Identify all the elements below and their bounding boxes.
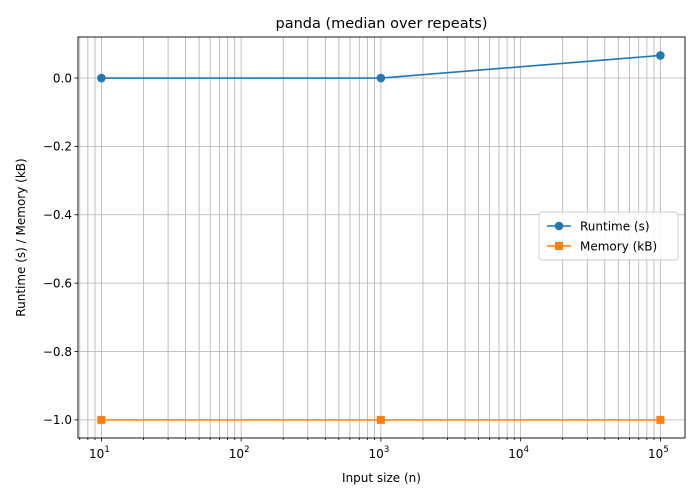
- y-tick-label: −0.4: [43, 208, 72, 222]
- x-tick-label: 104: [508, 445, 529, 461]
- legend-runtime-s-marker: [554, 221, 564, 231]
- x-tick-label: 105: [648, 445, 669, 461]
- memory-kb-point: [376, 415, 385, 424]
- grid: [78, 37, 685, 438]
- x-tick-label: 102: [229, 445, 250, 461]
- x-tick-label: 103: [369, 445, 390, 461]
- y-tick-label: −0.2: [43, 140, 72, 154]
- memory-kb-point: [97, 415, 106, 424]
- y-tick-label: −0.6: [43, 276, 72, 290]
- x-axis-label: Input size (n): [342, 471, 421, 485]
- y-tick-label: −1.0: [43, 413, 72, 427]
- series-layer: [97, 51, 665, 424]
- ticks: 101 102 103 104 105 0.0 −0.2 −0.4 −0.6 −0.8 −1.0: [43, 71, 669, 461]
- legend: Runtime (s) Memory (kB): [538, 211, 679, 261]
- legend-memory-kb-label: Memory (kB): [580, 239, 657, 253]
- runtime-s-point: [376, 73, 386, 83]
- chart-title: panda (median over repeats): [275, 16, 487, 32]
- y-tick-label: 0.0: [53, 71, 72, 85]
- legend-memory-kb-marker: [555, 242, 563, 250]
- x-tick-label: 101: [89, 445, 110, 461]
- y-tick-label: −0.8: [43, 345, 72, 359]
- runtime-s-point: [656, 51, 665, 60]
- y-axis-label: Runtime (s) / Memory (kB): [14, 158, 28, 316]
- legend-runtime-s-label: Runtime (s): [580, 219, 650, 233]
- runtime-s-point: [97, 73, 106, 83]
- memory-kb-point: [656, 415, 665, 424]
- plot-area-frame: [77, 36, 686, 439]
- legend-frame: [538, 211, 679, 261]
